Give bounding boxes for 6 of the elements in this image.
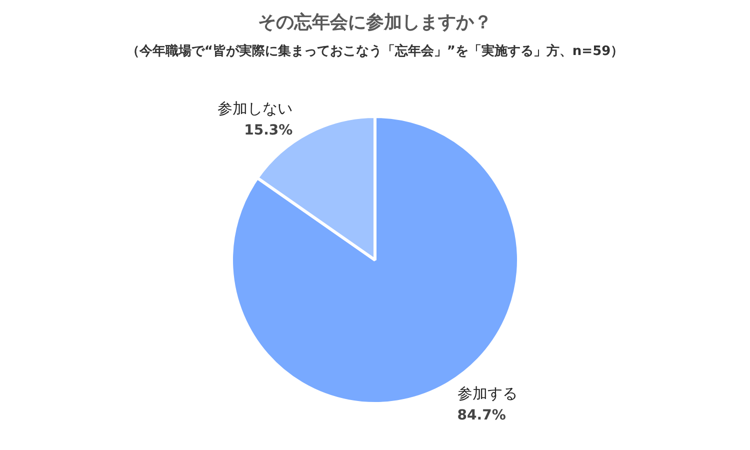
data-label: 84.7% [457,408,506,424]
chart-subtitle: （今年職場で“皆が実際に集まっておこなう「忘年会」”を「実施する」方、n=59） [126,43,624,59]
chart-title: その忘年会に参加しますか？ [258,12,492,33]
data-label: 15.3% [244,122,293,138]
slice-label: 参加する [457,384,518,403]
slice-label: 参加しない [218,99,293,118]
